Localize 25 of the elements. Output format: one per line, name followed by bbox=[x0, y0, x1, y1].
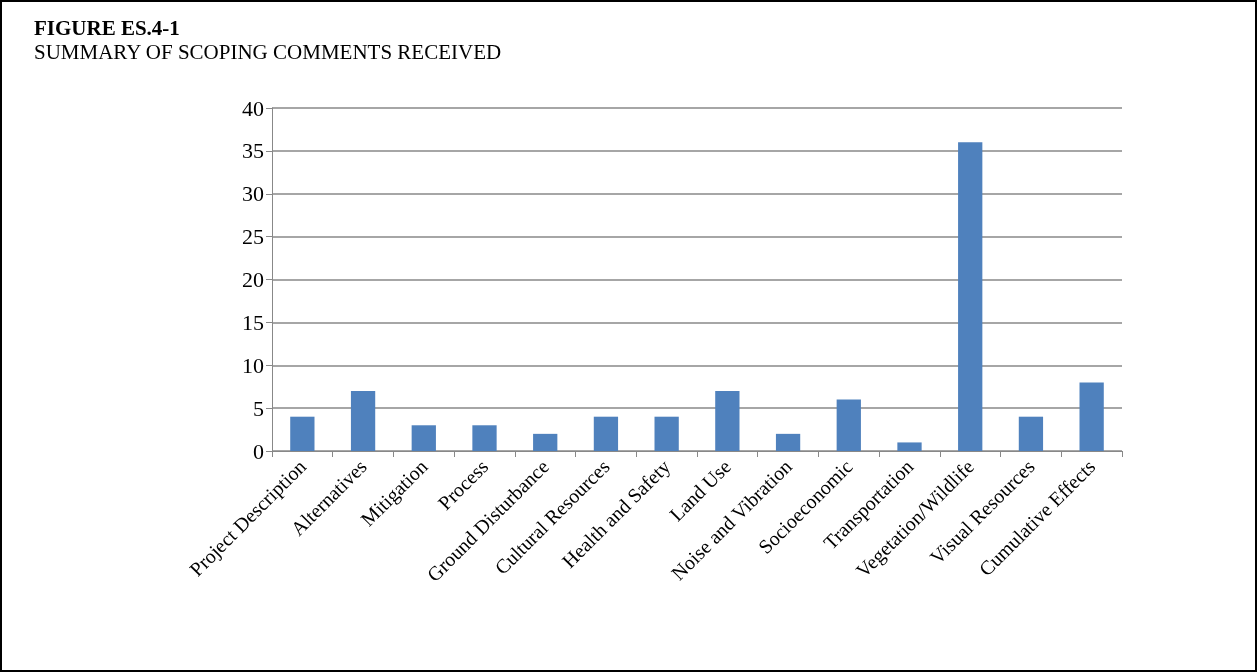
y-tick-label: 35 bbox=[242, 138, 264, 164]
y-tick-label: 25 bbox=[242, 224, 264, 250]
bar bbox=[1079, 382, 1104, 451]
chart-subtitle: SUMMARY OF SCOPING COMMENTS RECEIVED bbox=[34, 40, 502, 65]
y-tick-label: 30 bbox=[242, 181, 264, 207]
bar bbox=[775, 433, 801, 451]
bar bbox=[533, 433, 558, 451]
chart-title: FIGURE ES.4-1 bbox=[34, 16, 180, 41]
bar bbox=[290, 416, 315, 451]
y-tick-label: 15 bbox=[242, 309, 264, 335]
y-tick-label: 0 bbox=[253, 438, 264, 464]
bar bbox=[593, 416, 619, 451]
y-tick-label: 40 bbox=[242, 95, 264, 121]
bar bbox=[350, 390, 376, 451]
bar bbox=[958, 142, 983, 451]
y-tick-label: 20 bbox=[242, 267, 264, 292]
bar bbox=[836, 399, 861, 451]
bar bbox=[1018, 416, 1044, 451]
bar bbox=[411, 425, 436, 451]
bar bbox=[472, 425, 497, 451]
bar bbox=[654, 416, 679, 451]
y-tick-label: 5 bbox=[253, 395, 264, 421]
y-tick-label: 10 bbox=[242, 352, 264, 378]
bar bbox=[897, 442, 922, 451]
bar bbox=[715, 390, 740, 451]
